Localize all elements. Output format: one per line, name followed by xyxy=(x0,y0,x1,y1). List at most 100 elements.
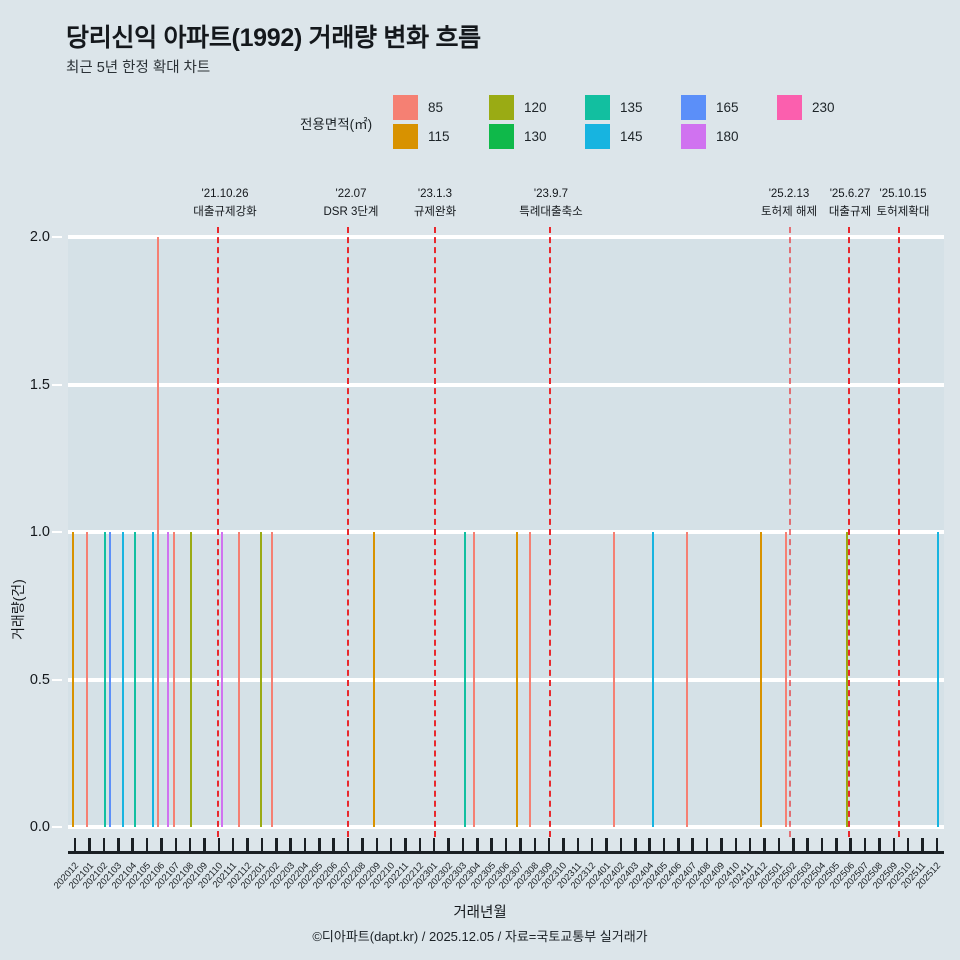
bar-202406-85[interactable] xyxy=(686,532,688,827)
legend-item-label: 130 xyxy=(524,129,547,144)
bar-202302-85[interactable] xyxy=(473,532,475,827)
x-tick-mark xyxy=(677,838,680,851)
bar-202411-115[interactable] xyxy=(760,532,762,827)
bar-202510-145[interactable] xyxy=(937,532,939,827)
bar-202404-145[interactable] xyxy=(652,532,654,827)
legend-item-120[interactable]: 120 xyxy=(489,93,585,122)
bar-202106-85[interactable] xyxy=(157,237,159,827)
x-tick-mark xyxy=(519,838,522,851)
y-tick-label: 2.0 xyxy=(29,229,50,245)
annotation-text: 대출규제 xyxy=(828,205,872,218)
legend-item-label: 115 xyxy=(428,129,450,144)
gridline xyxy=(68,382,944,387)
bar-202101-85[interactable] xyxy=(86,532,88,827)
x-tick-mark xyxy=(203,838,206,851)
legend-swatch-icon xyxy=(681,124,706,149)
x-tick-mark xyxy=(275,838,278,851)
bar-202111-85[interactable] xyxy=(238,532,240,827)
annotation-text: 특례대출축소 xyxy=(519,205,583,218)
x-tick-mark xyxy=(935,838,939,851)
bar-202102-135[interactable] xyxy=(104,532,106,827)
legend-item-115[interactable]: 115 xyxy=(393,122,489,151)
legend-item-230[interactable]: 230 xyxy=(777,93,873,122)
x-tick-mark xyxy=(117,838,120,851)
bar-202401-85[interactable] xyxy=(613,532,615,827)
x-tick-mark xyxy=(878,838,881,851)
bar-202107-85[interactable] xyxy=(173,532,175,827)
legend-title: 전용면적(㎡) xyxy=(300,117,373,132)
bar-202207-115[interactable] xyxy=(373,532,375,827)
x-tick-mark xyxy=(389,838,393,851)
annotation-label: '25.2.13 토허제 해제 xyxy=(761,186,817,222)
x-tick-mark xyxy=(231,838,235,851)
bar-202103-145[interactable] xyxy=(122,532,124,827)
bar-202201-120[interactable] xyxy=(260,532,262,827)
legend-item-165[interactable]: 165 xyxy=(681,93,777,122)
bar-202412-85[interactable] xyxy=(785,532,787,827)
bar-202012-115[interactable] xyxy=(72,532,74,827)
annotation-label: '23.1.3 규제완화 xyxy=(414,186,456,222)
x-tick-mark xyxy=(461,838,465,851)
legend-swatch-icon xyxy=(393,95,418,120)
legend-swatch-icon xyxy=(393,124,418,149)
bar-202209-135[interactable] xyxy=(464,532,466,827)
bar-202304-115[interactable] xyxy=(516,532,518,827)
x-tick-mark xyxy=(217,838,221,851)
annotation-date: '23.1.3 xyxy=(417,188,453,200)
legend-swatch-icon xyxy=(489,124,514,149)
bar-202104-135[interactable] xyxy=(134,532,136,827)
annotation-labels: '21.10.26 대출규제강화 '22.07 DSR 3단계 '23.1.3 규제완화 '… xyxy=(0,186,960,234)
x-axis-line xyxy=(68,851,944,854)
annotation-text: 토허제 해제 xyxy=(760,205,818,218)
footer-credit: ©디아파트(dapt.kr) / 2025.12.05 / 자료=국토교통부 실… xyxy=(312,929,648,944)
legend-row: 85 120 135 165 230 xyxy=(393,93,873,122)
legend: 전용면적(㎡) 85 120 135 165 230 115 130 145 180 xyxy=(300,93,835,151)
x-tick-mark xyxy=(662,838,666,851)
legend-item-130[interactable]: 130 xyxy=(489,122,585,151)
legend-item-180[interactable]: 180 xyxy=(681,122,777,151)
x-tick-mark xyxy=(145,838,149,851)
x-tick-mark xyxy=(303,838,307,851)
legend-item-label: 85 xyxy=(428,100,444,115)
bar-202108-120[interactable] xyxy=(190,532,192,827)
legend-swatch-icon xyxy=(585,95,610,120)
x-tick-mark xyxy=(921,838,924,851)
annotation-text: 토허제확대 xyxy=(876,205,930,218)
x-tick-mark xyxy=(476,838,479,851)
bar-202306-85[interactable] xyxy=(529,532,531,827)
gridline xyxy=(68,235,944,239)
bar-202105-145[interactable] xyxy=(152,532,154,827)
x-tick-mark xyxy=(691,838,694,851)
annotation-label: '25.10.15 토허제확대 xyxy=(877,186,930,222)
x-tick-mark xyxy=(547,838,551,851)
annotation-label: '21.10.26 대출규제강화 xyxy=(193,186,256,222)
legend-item-label: 165 xyxy=(716,100,739,115)
legend-item-label: 230 xyxy=(812,100,835,115)
page-subtitle: 최근 5년 한정 확대 차트 xyxy=(66,60,211,76)
legend-item-135[interactable]: 135 xyxy=(585,93,681,122)
x-tick-mark xyxy=(131,838,134,851)
bar-202110-180[interactable] xyxy=(221,532,223,827)
bar-202106-180[interactable] xyxy=(167,532,169,827)
legend-item-145[interactable]: 145 xyxy=(585,122,681,151)
annotation-date: '25.2.13 xyxy=(768,188,810,200)
x-tick-mark xyxy=(576,838,580,851)
x-tick-mark xyxy=(820,838,824,851)
y-axis: 0.0 0.5 1.0 1.5 2.0 xyxy=(0,229,68,835)
annotation-line-대출규제 xyxy=(848,227,850,837)
legend-items: 85 120 135 165 230 115 130 145 180 xyxy=(393,93,873,151)
x-tick-mark xyxy=(73,838,77,851)
x-tick-mark xyxy=(260,838,264,851)
legend-item-85[interactable]: 85 xyxy=(393,93,489,122)
annotation-line-DSR 3단계 xyxy=(347,227,349,837)
x-tick-mark xyxy=(246,838,249,851)
bar-202503-120[interactable] xyxy=(846,532,848,827)
x-tick-mark xyxy=(906,838,910,851)
legend-swatch-icon xyxy=(777,95,802,120)
bar-202202-85[interactable] xyxy=(271,532,273,827)
x-tick-mark xyxy=(404,838,407,851)
y-tick-mark xyxy=(52,826,62,828)
y-tick-label: 0.5 xyxy=(29,671,50,688)
bar-202102-165[interactable] xyxy=(109,532,111,827)
